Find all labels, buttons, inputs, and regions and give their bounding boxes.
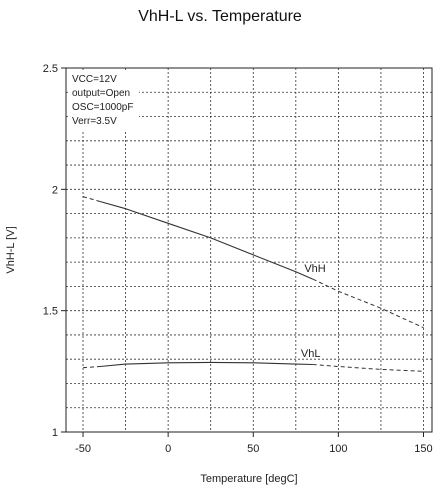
conditions-annotation: VCC=12V output=Open OSC=1000pF Verr=3.5V <box>72 74 133 127</box>
series-line-vhl-dashed <box>82 366 101 369</box>
axis-ticks: -50 0 50 100 150 1 1.5 2 2.5 <box>43 63 433 455</box>
series-line-vhh <box>99 200 314 280</box>
y-axis-label: VhH-L [V] <box>5 226 17 273</box>
series-line-vhl <box>99 361 313 368</box>
series-line-vhh-dashed <box>82 196 101 202</box>
x-tick-label: 50 <box>247 443 259 455</box>
y-tick-label: 2.5 <box>43 63 58 75</box>
y-tick-label: 1 <box>52 427 58 439</box>
x-axis-label: Temperature [degC] <box>200 473 297 485</box>
series-labels: VhH VhL <box>301 263 326 360</box>
chart-title: VhH-L vs. Temperature <box>138 8 302 25</box>
x-tick-label: -50 <box>75 443 91 455</box>
x-tick-label: 0 <box>165 443 171 455</box>
plot-frame <box>65 67 433 433</box>
condition-line: output=Open <box>72 88 130 99</box>
condition-line: Verr=3.5V <box>72 116 117 127</box>
condition-line: OSC=1000pF <box>72 102 133 113</box>
series-label-vhh: VhH <box>304 263 325 275</box>
series-line-vhh-dashed <box>312 278 424 329</box>
y-tick-label: 2 <box>52 184 58 196</box>
x-tick-label: 100 <box>329 443 347 455</box>
x-tick-label: 150 <box>414 443 432 455</box>
series-label-vhl: VhL <box>301 348 321 360</box>
series-line-vhl-dashed <box>312 364 424 372</box>
series-lines <box>82 196 424 372</box>
y-tick-label: 1.5 <box>43 306 58 318</box>
condition-line: VCC=12V <box>72 74 117 85</box>
conditions-box <box>69 71 139 131</box>
